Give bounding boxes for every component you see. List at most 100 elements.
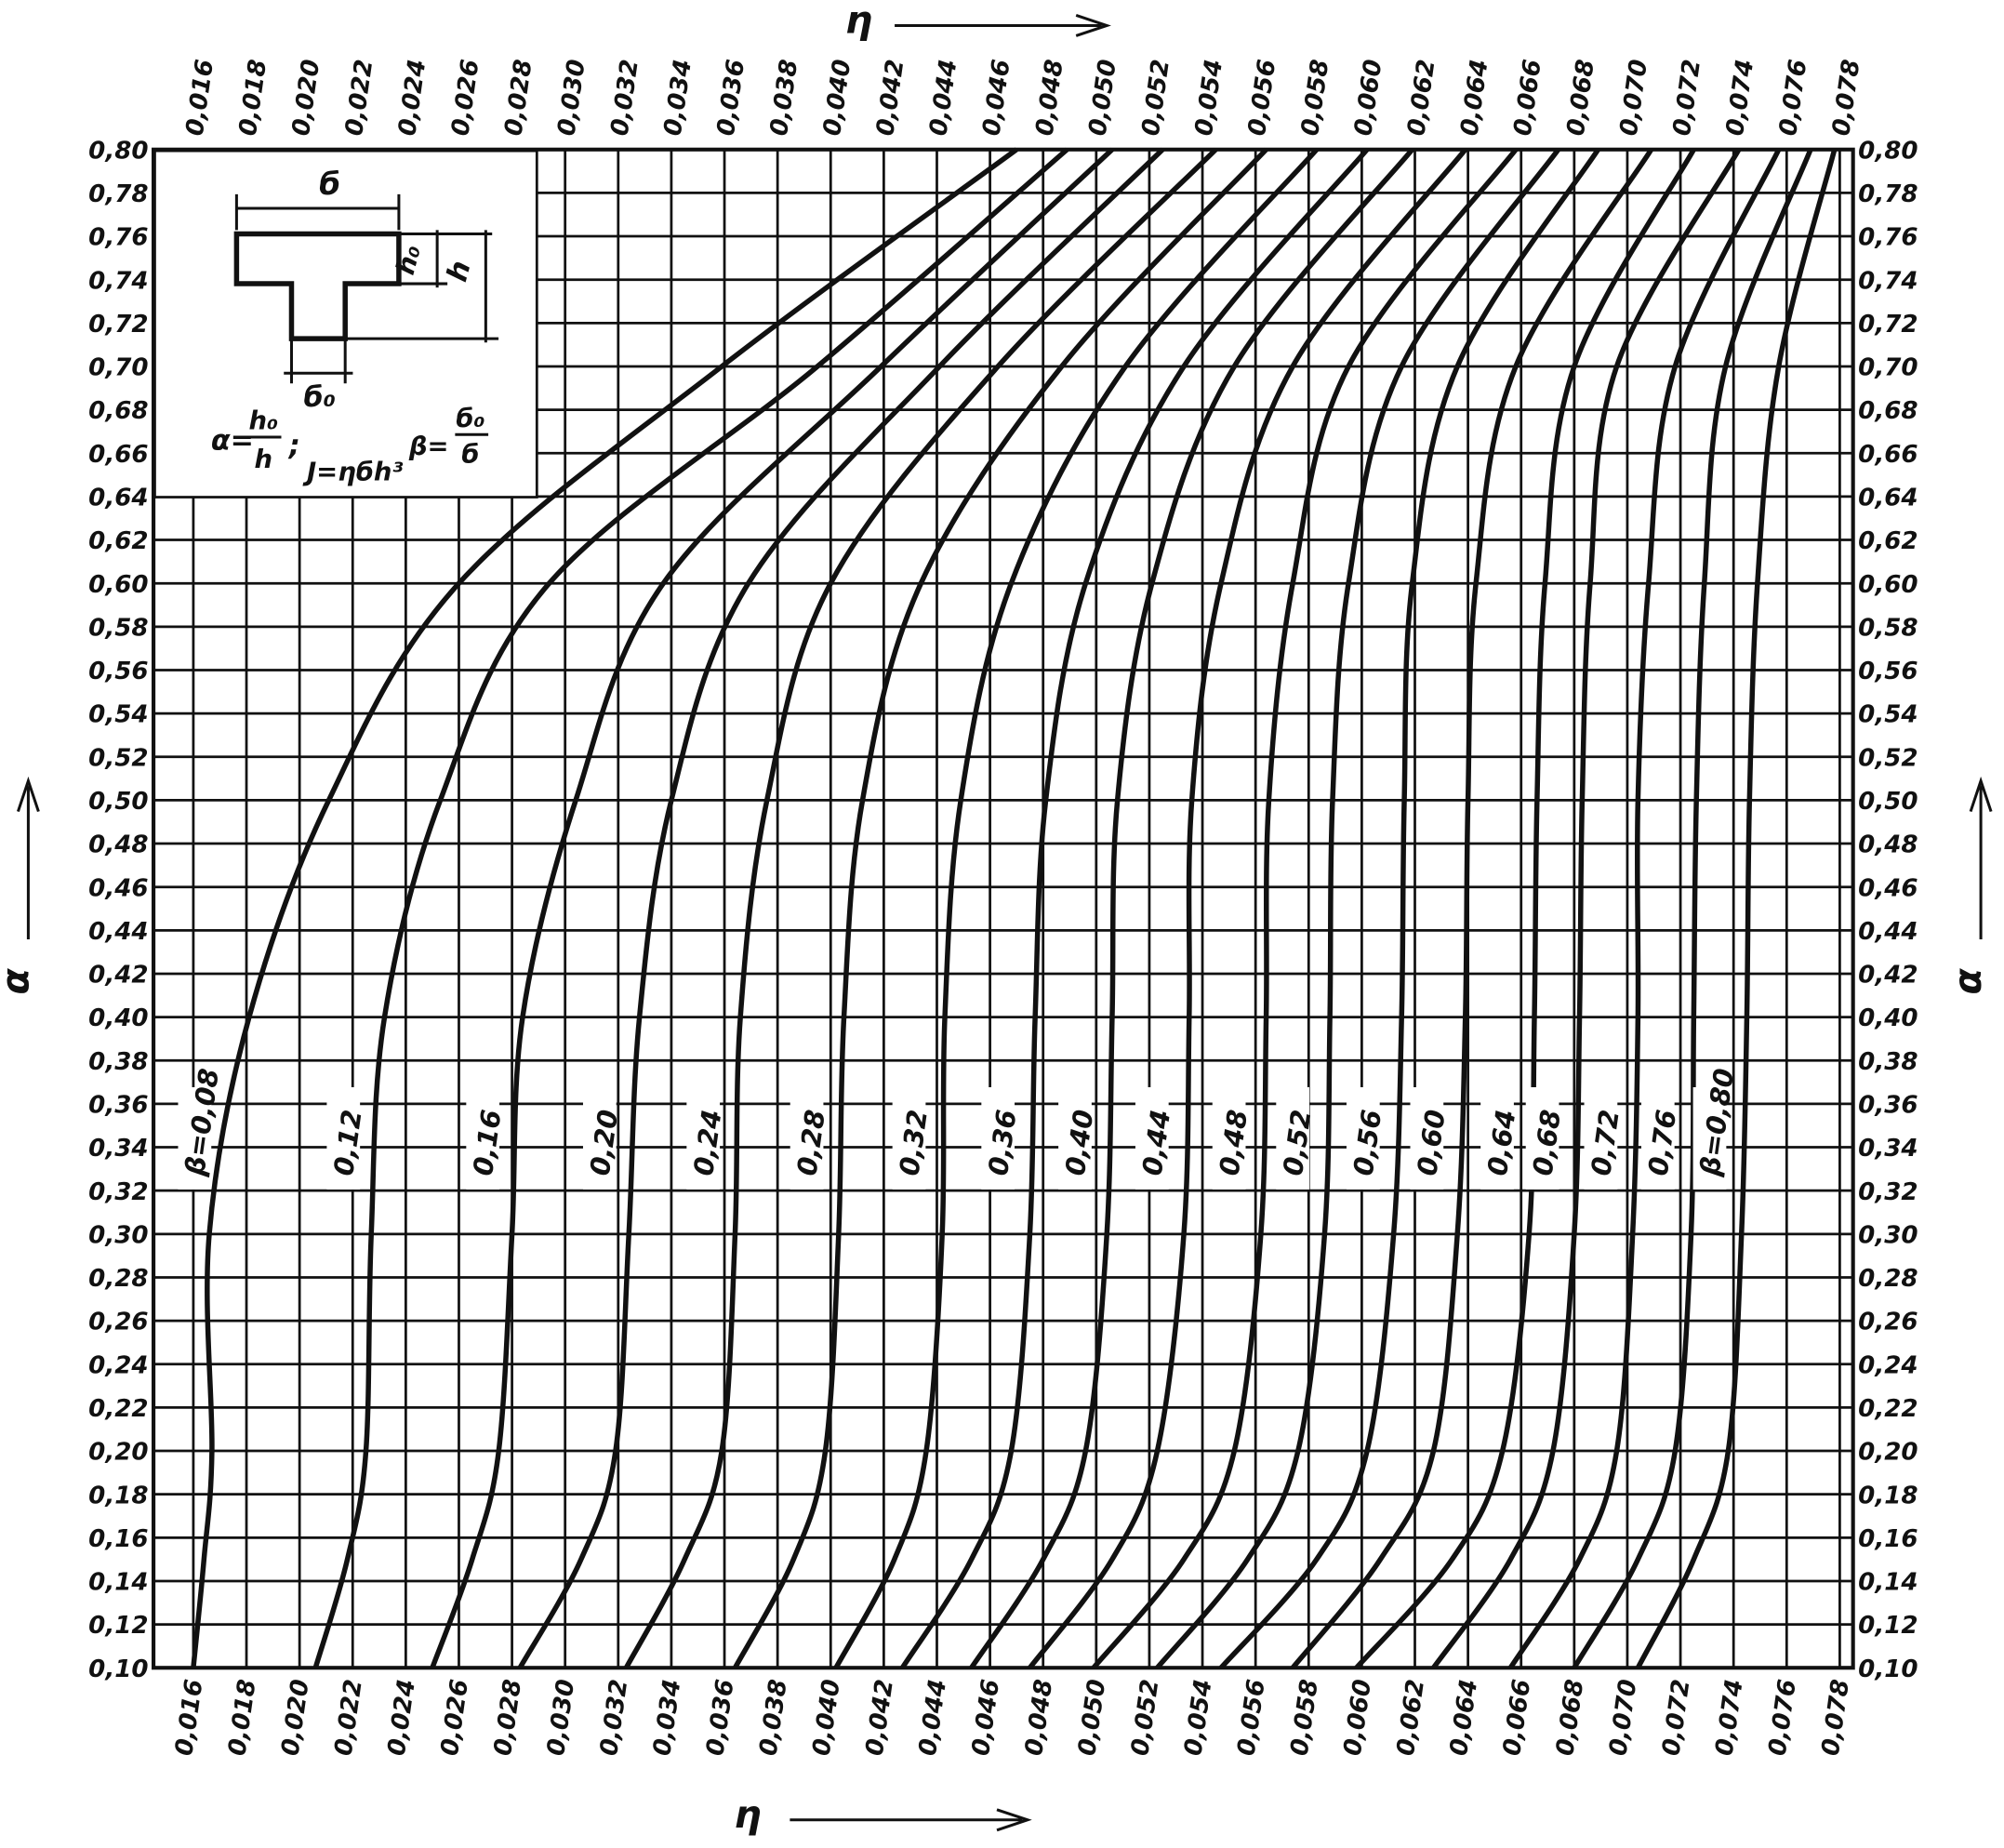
y-tick-label: 0,56 <box>1858 658 1918 685</box>
label-background <box>1584 1086 1618 1190</box>
y-tick-label: 0,54 <box>88 701 148 729</box>
y-tick-label: 0,40 <box>88 1004 148 1032</box>
curve <box>1218 148 1600 1670</box>
y-tick-label: 0,64 <box>88 485 148 512</box>
y-tick-label: 0,26 <box>88 1309 148 1336</box>
y-tick-label: 0,50 <box>88 788 148 816</box>
y-tick-label: 0,42 <box>1858 962 1918 990</box>
curve <box>1572 148 1813 1669</box>
y-tick-label: 0,22 <box>1858 1395 1918 1423</box>
curve <box>1028 148 1467 1669</box>
y-tick-label: 0,20 <box>88 1439 148 1467</box>
y-tick-label: 0,24 <box>88 1351 148 1379</box>
y-tick-label: 0,14 <box>88 1569 148 1597</box>
y-tick-label: 0,70 <box>1858 354 1918 382</box>
curve <box>833 147 1319 1669</box>
y-tick-label: 0,40 <box>1858 1004 1918 1032</box>
y-tick-label: 0,54 <box>1858 701 1918 729</box>
curve <box>1635 149 1838 1669</box>
y-tick-label: 0,74 <box>88 267 148 295</box>
curve <box>517 147 1165 1669</box>
curve <box>191 147 1018 1669</box>
y-tick-label: 0,76 <box>1858 224 1918 252</box>
y-tick-label: 0,28 <box>1858 1265 1918 1293</box>
inset-label: б₀ <box>304 381 336 414</box>
label-background <box>1480 1086 1514 1190</box>
y-tick-label: 0,58 <box>1858 614 1918 642</box>
y-tick-label: 0,56 <box>88 658 148 685</box>
y-tick-label: 0,22 <box>88 1395 148 1423</box>
label-background <box>466 1086 500 1190</box>
y-tick-label: 0,80 <box>1858 137 1918 165</box>
y-tick-label: 0,60 <box>88 571 148 599</box>
inset-label: б <box>319 166 340 202</box>
y-tick-label: 0,76 <box>88 224 148 252</box>
curve <box>1155 148 1560 1670</box>
label-background <box>1212 1086 1246 1190</box>
formula: б₀ <box>456 404 484 433</box>
y-tick-label: 0,52 <box>1858 744 1918 772</box>
y-tick-label: 0,36 <box>1858 1092 1918 1120</box>
curve <box>1431 148 1742 1669</box>
y-tick-label: 0,80 <box>88 137 148 165</box>
label-background <box>1058 1086 1092 1190</box>
y-tick-label: 0,44 <box>1858 918 1918 946</box>
y-tick-label: 0,68 <box>88 397 148 425</box>
curves <box>191 147 1838 1670</box>
y-tick-label: 0,42 <box>88 962 148 990</box>
curve <box>1091 148 1519 1670</box>
formula: J=ηбh³ <box>302 458 404 487</box>
y-axis-title: α <box>1945 968 1990 995</box>
y-tick-label: 0,66 <box>1858 441 1918 469</box>
y-tick-label: 0,14 <box>1858 1569 1918 1597</box>
label-background <box>686 1086 721 1190</box>
y-tick-label: 0,26 <box>1858 1309 1918 1336</box>
y-tick-label: 0,10 <box>1858 1655 1918 1683</box>
arrow <box>16 776 40 939</box>
y-tick-label: 0,18 <box>88 1482 148 1509</box>
y-tick-label: 0,32 <box>1858 1178 1918 1206</box>
label-background <box>178 1086 212 1190</box>
y-tick-label: 0,78 <box>1858 180 1918 208</box>
formula: h <box>254 445 272 474</box>
label-background <box>790 1086 824 1190</box>
label-background <box>1276 1086 1310 1190</box>
y-tick-label: 0,62 <box>1858 527 1918 555</box>
formula: б <box>461 439 479 469</box>
label-background <box>326 1086 361 1190</box>
y-tick-label: 0,64 <box>1858 485 1918 512</box>
label-background <box>1135 1086 1169 1190</box>
formula: h₀ <box>248 406 278 436</box>
y-tick-label: 0,12 <box>1858 1612 1918 1640</box>
x-axis-title: η <box>734 1792 761 1837</box>
y-tick-label: 0,74 <box>1858 267 1918 295</box>
y-tick-label: 0,38 <box>1858 1048 1918 1076</box>
curve <box>1354 148 1696 1670</box>
y-tick-label: 0,20 <box>1858 1439 1918 1467</box>
y-tick-label: 0,50 <box>1858 788 1918 816</box>
curve <box>969 148 1414 1669</box>
inset: б h₀ h б₀ α= h₀ h ; J=ηбh³ β= б₀ б <box>153 149 538 499</box>
label-background <box>981 1086 1015 1190</box>
y-tick-label: 0,48 <box>88 831 148 859</box>
y-tick-label: 0,30 <box>1858 1221 1918 1249</box>
y-tick-label: 0,34 <box>88 1135 148 1163</box>
y-tick-label: 0,12 <box>88 1612 148 1640</box>
arrow <box>1969 776 1993 939</box>
y-tick-label: 0,58 <box>88 614 148 642</box>
curve <box>900 147 1370 1669</box>
formula: α= <box>211 425 254 458</box>
label-background <box>1525 1086 1559 1190</box>
y-tick-label: 0,48 <box>1858 831 1918 859</box>
y-tick-label: 0,36 <box>88 1092 148 1120</box>
y-tick-label: 0,24 <box>1858 1351 1918 1379</box>
formula: β= <box>408 432 449 461</box>
y-tick-label: 0,70 <box>88 354 148 382</box>
y-tick-label: 0,66 <box>88 441 148 469</box>
curve <box>312 147 1069 1669</box>
y-axis-title: α <box>0 968 37 995</box>
inset-label: h₀ <box>391 242 427 278</box>
y-tick-label: 0,44 <box>88 918 148 946</box>
y-tick-label: 0,72 <box>88 311 148 339</box>
